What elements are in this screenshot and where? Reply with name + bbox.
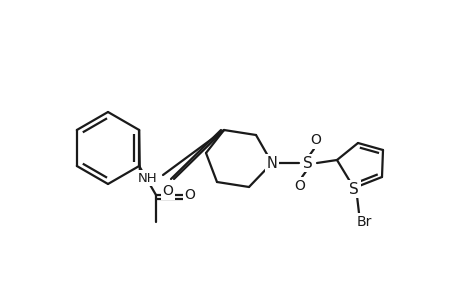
Text: O: O — [294, 179, 305, 193]
Text: NH: NH — [138, 172, 157, 184]
Text: O: O — [162, 184, 173, 198]
Text: S: S — [302, 155, 312, 170]
Text: O: O — [310, 133, 321, 147]
Text: Br: Br — [356, 215, 371, 229]
Text: S: S — [348, 182, 358, 196]
Text: O: O — [184, 188, 195, 202]
Text: N: N — [266, 155, 277, 170]
